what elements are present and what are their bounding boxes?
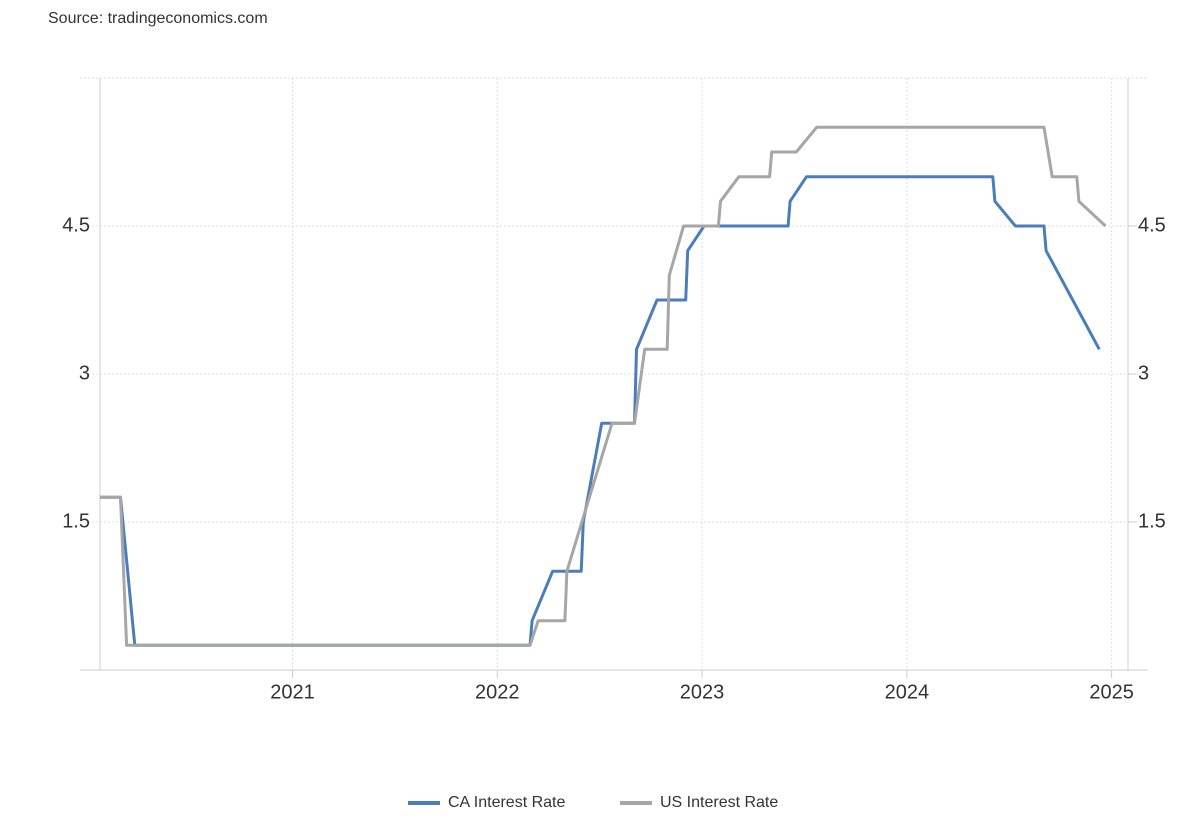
- y-tick-label: 1.5: [62, 510, 90, 532]
- x-tick-label: 2022: [475, 681, 520, 703]
- x-tick-label: 2024: [885, 681, 930, 703]
- y-tick-label: 3: [79, 362, 90, 384]
- y2-tick-label: 1.5: [1138, 510, 1166, 532]
- x-tick-label: 2023: [680, 681, 725, 703]
- x-tick-label: 2025: [1089, 681, 1134, 703]
- y-tick-label: 4.5: [62, 214, 90, 236]
- y2-tick-label: 3: [1138, 362, 1149, 384]
- x-tick-label: 2021: [270, 681, 315, 703]
- series-line: [100, 175, 1101, 647]
- y2-tick-label: 4.5: [1138, 214, 1166, 236]
- legend-label: US Interest Rate: [660, 794, 778, 811]
- legend-label: CA Interest Rate: [448, 794, 565, 811]
- source: Source: tradingeconomics.com: [48, 10, 268, 27]
- series-line: [100, 125, 1107, 647]
